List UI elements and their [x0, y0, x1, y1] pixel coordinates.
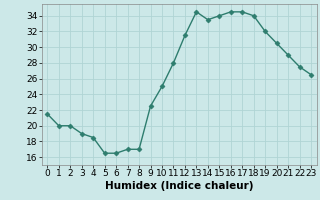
X-axis label: Humidex (Indice chaleur): Humidex (Indice chaleur) — [105, 181, 253, 191]
